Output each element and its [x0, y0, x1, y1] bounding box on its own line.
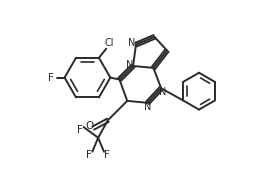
Text: F: F: [77, 125, 83, 135]
Text: N: N: [160, 87, 167, 97]
Text: N: N: [126, 60, 134, 70]
Text: N: N: [128, 38, 135, 48]
Text: N: N: [144, 102, 151, 112]
Text: F: F: [104, 150, 110, 160]
Text: O: O: [86, 121, 94, 131]
Text: F: F: [48, 73, 54, 83]
Text: Cl: Cl: [105, 38, 114, 48]
Text: F: F: [86, 150, 92, 160]
